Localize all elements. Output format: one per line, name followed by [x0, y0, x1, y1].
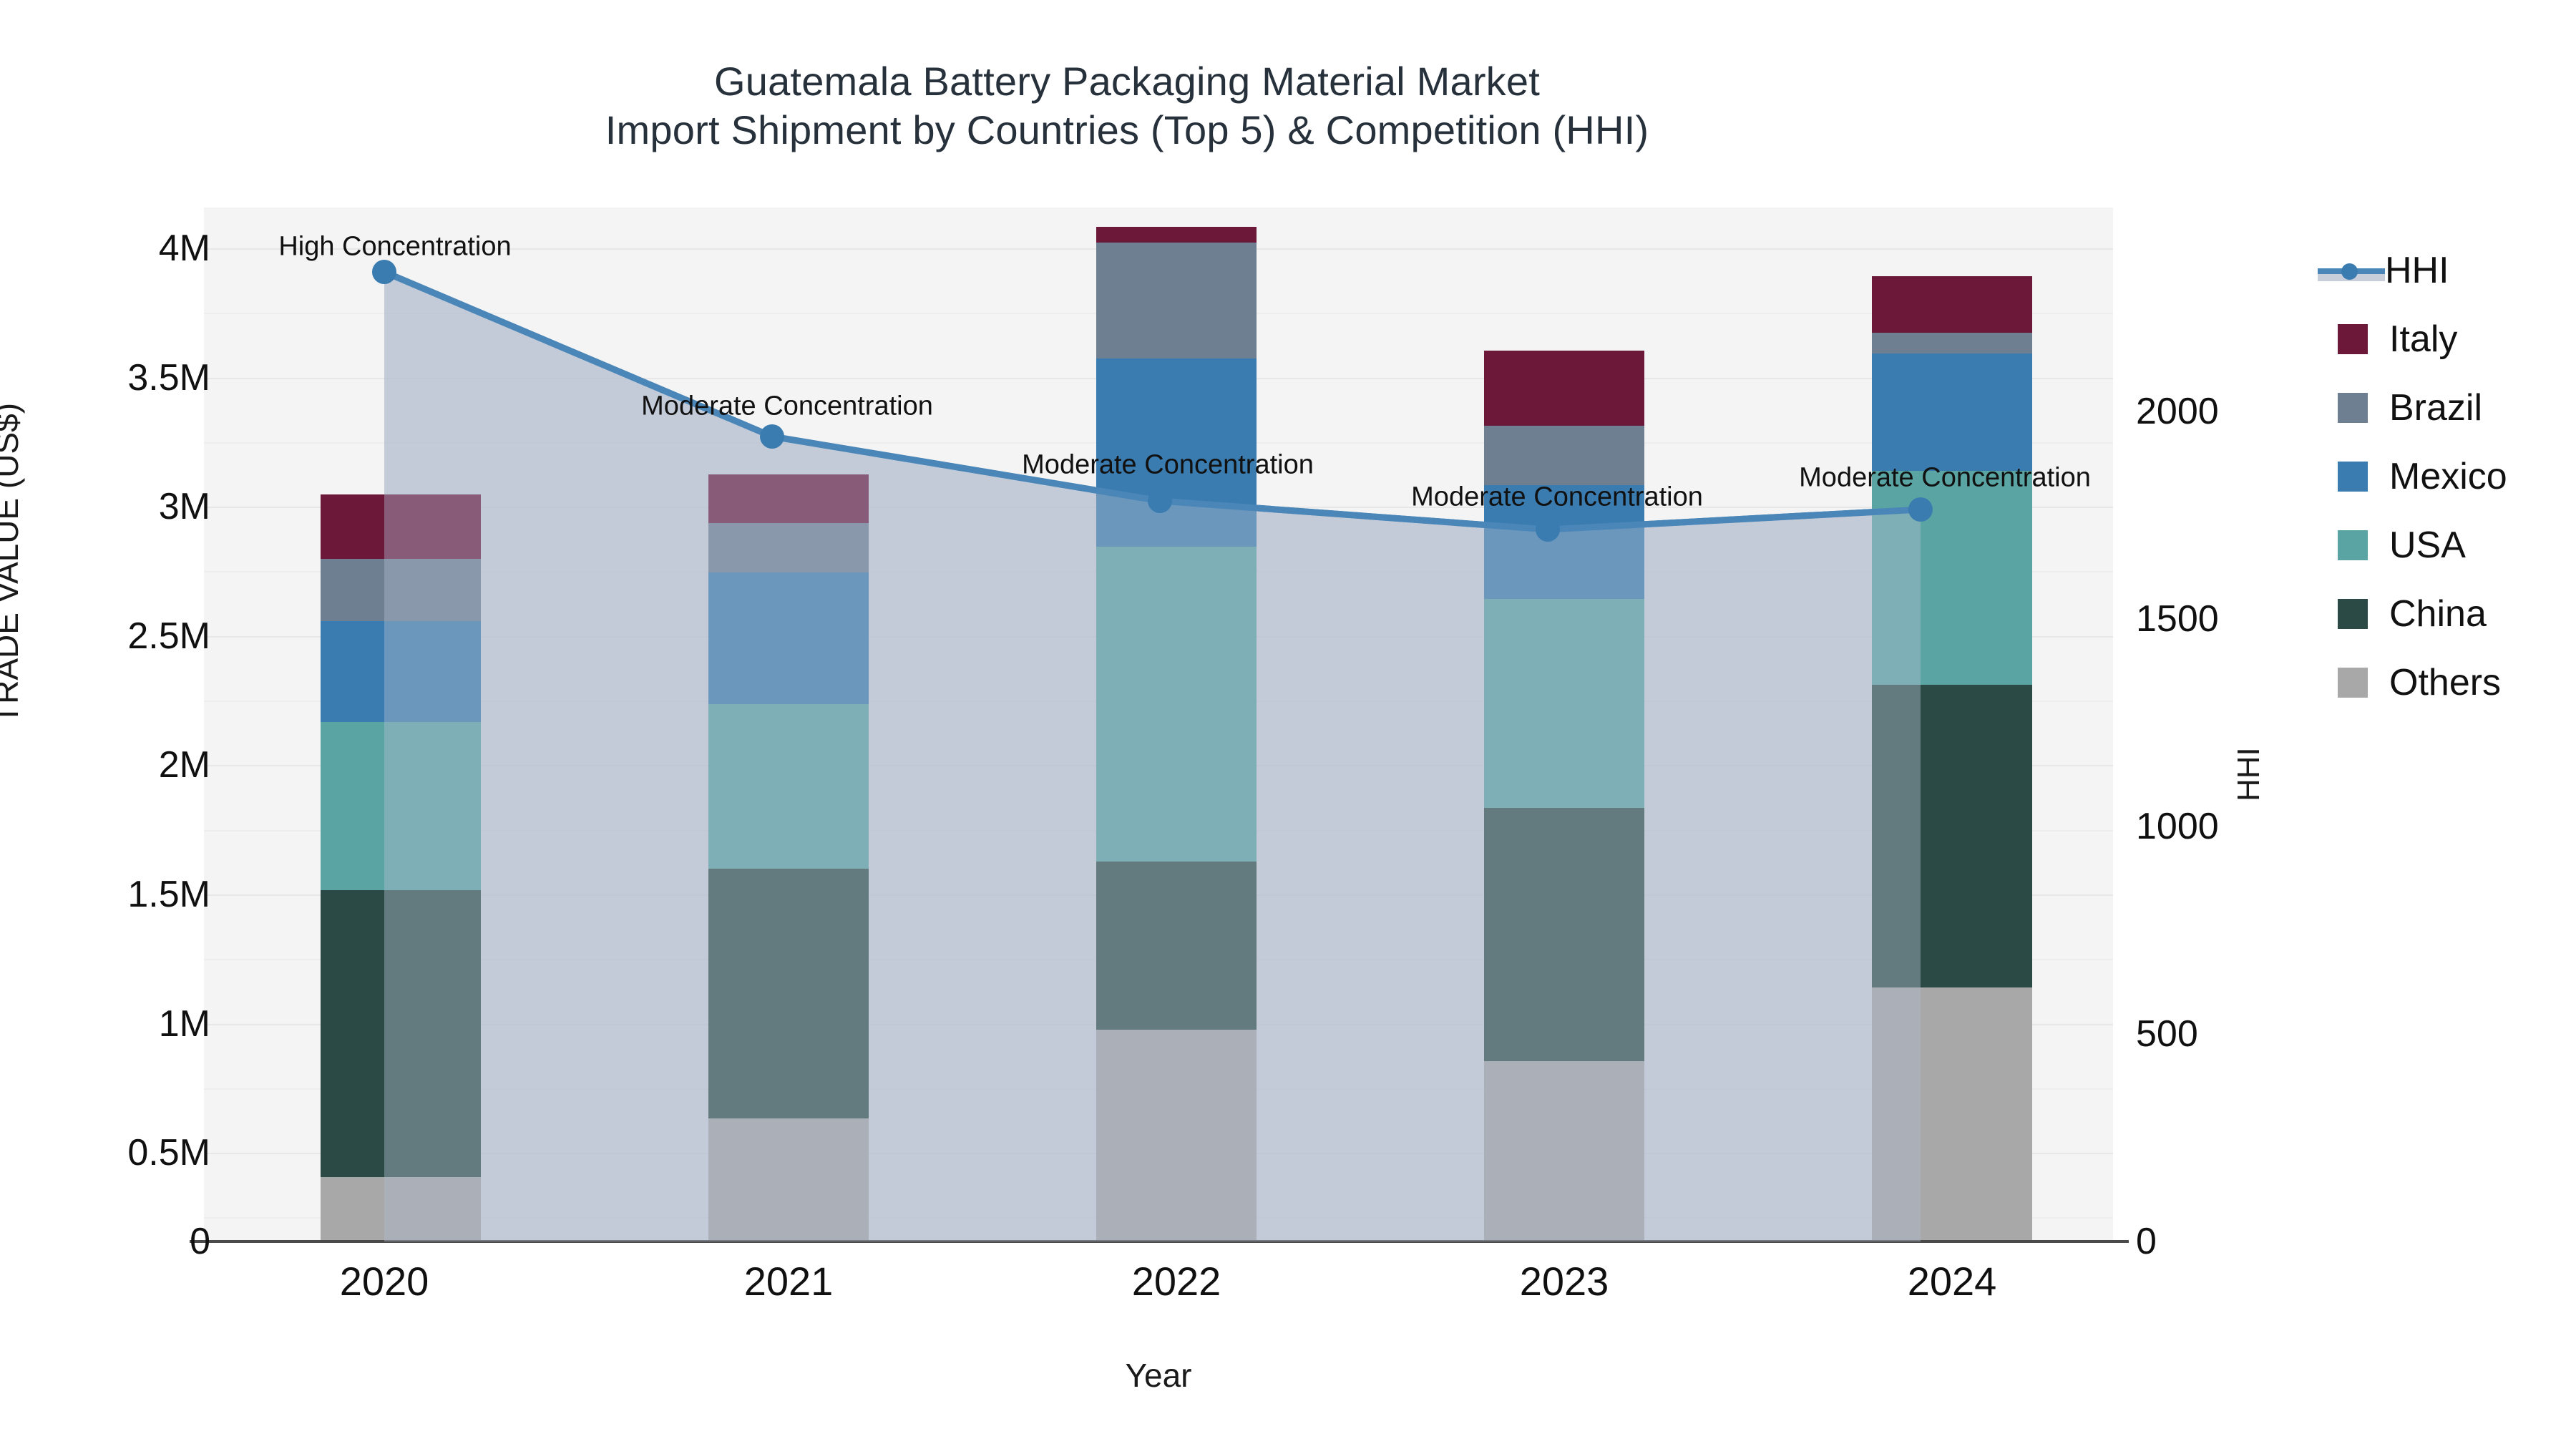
bar-2021-italy[interactable] [708, 474, 869, 523]
ytick-right-500: 500 [2136, 1013, 2198, 1055]
swatch-icon-china [2338, 599, 2368, 629]
title-line-1: Guatemala Battery Packaging Material Mar… [713, 59, 1540, 104]
bar-2022-usa[interactable] [1096, 547, 1257, 862]
bar-2021-china[interactable] [708, 869, 869, 1118]
ytick-left-1-5m: 1.5M [127, 874, 210, 915]
xtick-2024: 2024 [1907, 1259, 1997, 1304]
annotation-2022: Moderate Concentration [1022, 449, 1314, 480]
legend-item-usa[interactable]: USA [2322, 511, 2572, 580]
legend-item-hhi[interactable]: HHI [2318, 236, 2572, 305]
xtick-2021: 2021 [743, 1259, 834, 1304]
bar-2024-others[interactable] [1872, 987, 2032, 1241]
bar-2020-usa[interactable] [321, 722, 481, 890]
bar-2021-others[interactable] [708, 1118, 869, 1241]
ytick-left-1m: 1M [158, 1003, 210, 1045]
bar-2022-italy[interactable] [1096, 227, 1257, 243]
ytick-right-1000: 1000 [2136, 806, 2219, 847]
legend-item-brazil[interactable]: Brazil [2322, 374, 2572, 442]
bar-2024-italy[interactable] [1872, 276, 2032, 333]
legend: HHI Italy Brazil Mexico USA China Others [2318, 236, 2572, 717]
swatch-icon-brazil [2338, 393, 2368, 423]
bar-2022-china[interactable] [1096, 862, 1257, 1030]
bar-2022-brazil[interactable] [1096, 243, 1257, 358]
legend-item-mexico[interactable]: Mexico [2322, 442, 2572, 511]
x-axis-label: Year [1125, 1357, 1192, 1394]
legend-label-italy: Italy [2389, 318, 2458, 360]
legend-item-china[interactable]: China [2322, 580, 2572, 648]
xtick-2022: 2022 [1131, 1259, 1221, 1304]
legend-label-brazil: Brazil [2389, 387, 2483, 429]
bar-2020-china[interactable] [321, 890, 481, 1177]
ytick-left-0-5m: 0.5M [127, 1132, 210, 1174]
bar-2020-mexico[interactable] [321, 621, 481, 722]
line-marker-icon [2318, 255, 2385, 286]
ytick-left-2m: 2M [158, 744, 210, 786]
ytick-right-0: 0 [2136, 1221, 2157, 1262]
x-axis-line [190, 1240, 2129, 1243]
bar-2020-italy[interactable] [321, 494, 481, 559]
bar-2023-italy[interactable] [1484, 351, 1644, 426]
y-axis-right-label: HHI [2231, 747, 2266, 801]
ytick-left-4m: 4M [158, 228, 210, 269]
annotation-2024: Moderate Concentration [1799, 462, 2091, 493]
bar-2021-usa[interactable] [708, 704, 869, 869]
swatch-icon-usa [2338, 530, 2368, 560]
legend-label-china: China [2389, 593, 2487, 635]
annotation-2021: Moderate Concentration [641, 391, 933, 421]
bar-2023-others[interactable] [1484, 1061, 1644, 1241]
xtick-2020: 2020 [339, 1259, 429, 1304]
ytick-left-3m: 3M [158, 486, 210, 527]
swatch-icon-others [2338, 668, 2368, 698]
ytick-left-2-5m: 2.5M [127, 615, 210, 657]
swatch-icon-italy [2338, 324, 2368, 354]
ytick-left-0: 0 [190, 1221, 210, 1262]
ytick-right-1500: 1500 [2136, 598, 2219, 640]
y-axis-left-label: TRADE VALUE (US$) [0, 402, 25, 724]
annotation-2023: Moderate Concentration [1411, 482, 1703, 512]
bar-2024-brazil[interactable] [1872, 333, 2032, 353]
bar-2021-brazil[interactable] [708, 523, 869, 572]
bar-2021-mexico[interactable] [708, 572, 869, 704]
xtick-2023: 2023 [1519, 1259, 1609, 1304]
legend-label-others: Others [2389, 662, 2502, 703]
bar-2020-brazil[interactable] [321, 559, 481, 621]
bar-2020-others[interactable] [321, 1177, 481, 1241]
ytick-right-2000: 2000 [2136, 391, 2219, 432]
bar-2022-others[interactable] [1096, 1030, 1257, 1241]
ytick-left-3-5m: 3.5M [127, 357, 210, 399]
legend-item-italy[interactable]: Italy [2322, 305, 2572, 374]
bar-2023-brazil[interactable] [1484, 426, 1644, 485]
bar-2024-usa[interactable] [1872, 471, 2032, 685]
bar-2023-usa[interactable] [1484, 599, 1644, 808]
swatch-icon-mexico [2338, 462, 2368, 492]
annotation-2020: High Concentration [278, 231, 512, 262]
page-title: Guatemala Battery Packaging Material Mar… [0, 57, 2254, 155]
title-line-2: Import Shipment by Countries (Top 5) & C… [605, 107, 1649, 153]
legend-label-usa: USA [2389, 525, 2466, 566]
bar-2024-china[interactable] [1872, 685, 2032, 987]
bar-2024-mexico[interactable] [1872, 353, 2032, 471]
legend-label-hhi: HHI [2385, 250, 2449, 291]
legend-label-mexico: Mexico [2389, 456, 2507, 497]
legend-item-others[interactable]: Others [2322, 648, 2572, 717]
bar-2023-china[interactable] [1484, 808, 1644, 1061]
